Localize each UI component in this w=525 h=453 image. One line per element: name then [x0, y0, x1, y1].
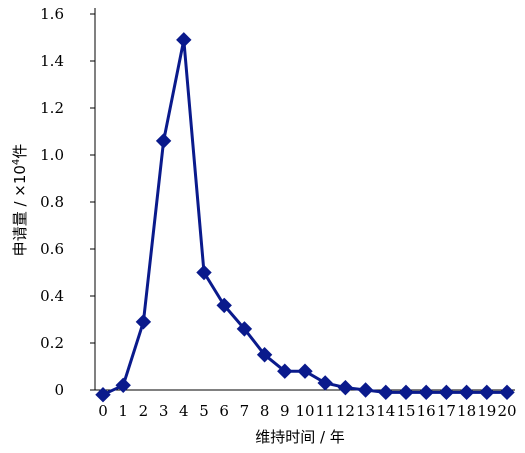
y-axis-title: 申请量 / ×104件 — [11, 144, 29, 257]
y-tick-label: 0.6 — [40, 240, 64, 258]
data-point-marker — [317, 375, 333, 391]
data-point-marker — [458, 384, 475, 401]
data-point-marker — [499, 384, 515, 401]
y-tick-label: 1.6 — [40, 5, 64, 23]
x-tick-label: 20 — [497, 402, 516, 420]
axes — [90, 8, 515, 391]
x-tick-label: 9 — [280, 402, 290, 420]
data-point-marker — [216, 297, 232, 314]
data-point-marker — [438, 384, 455, 401]
x-tick-label: 4 — [179, 402, 189, 420]
y-tick-label: 1.4 — [40, 52, 64, 70]
y-axis-title-prefix: 申请量 / ×10 — [11, 165, 29, 256]
y-tick-labels: 0 0.2 0.4 0.6 0.8 1.0 1.2 1.4 1.6 — [40, 5, 64, 399]
data-point-marker — [297, 363, 313, 379]
x-tick-label: 14 — [376, 402, 395, 420]
data-point-marker — [378, 384, 394, 401]
x-tick-label: 15 — [396, 402, 415, 420]
x-tick-label: 13 — [356, 402, 375, 420]
x-tick-label: 16 — [417, 402, 436, 420]
y-tick-label: 1.2 — [40, 99, 64, 117]
x-tick-label: 6 — [219, 402, 229, 420]
markers — [95, 32, 515, 403]
y-tick-label: 1.0 — [40, 146, 64, 164]
x-tick-label: 11 — [316, 402, 335, 420]
data-point-marker — [115, 377, 131, 394]
x-tick-label: 12 — [336, 402, 355, 420]
y-tick-label: 0.8 — [40, 193, 64, 211]
data-point-marker — [418, 384, 434, 401]
data-point-marker — [357, 382, 374, 398]
x-tick-labels: 0 1 2 3 4 5 6 7 8 9 10 11 12 13 14 15 16 17 18 19 20 — [98, 402, 516, 420]
data-point-marker — [176, 32, 192, 48]
data-point-marker — [277, 363, 293, 379]
data-point-marker — [398, 384, 414, 401]
series-line — [102, 38, 507, 397]
data-point-marker — [95, 386, 111, 403]
y-tick-label: 0.4 — [40, 287, 64, 305]
x-tick-label: 18 — [457, 402, 476, 420]
series — [102, 38, 507, 397]
y-tick-label: 0 — [54, 381, 64, 399]
data-point-marker — [135, 314, 152, 330]
y-axis-title-suffix: 件 — [11, 144, 29, 159]
x-tick-label: 1 — [118, 402, 128, 420]
x-tick-label: 3 — [159, 402, 169, 420]
x-tick-label: 2 — [139, 402, 149, 420]
data-point-marker — [479, 384, 495, 401]
data-point-marker — [236, 321, 253, 337]
x-tick-label: 8 — [260, 402, 270, 420]
data-point-marker — [337, 379, 354, 396]
x-tick-label: 0 — [98, 402, 108, 420]
x-tick-label: 19 — [477, 402, 496, 420]
x-tick-label: 5 — [199, 402, 209, 420]
data-point-marker — [256, 347, 273, 363]
x-axis-title: 维持时间 / 年 — [255, 428, 345, 446]
data-point-marker — [196, 264, 212, 281]
x-tick-label: 7 — [240, 402, 250, 420]
y-tick-label: 0.2 — [40, 334, 64, 352]
x-tick-label: 10 — [295, 402, 314, 420]
x-tick-label: 17 — [437, 402, 456, 420]
data-point-marker — [155, 133, 172, 149]
y-axis-title-exponent: 4 — [11, 159, 22, 165]
